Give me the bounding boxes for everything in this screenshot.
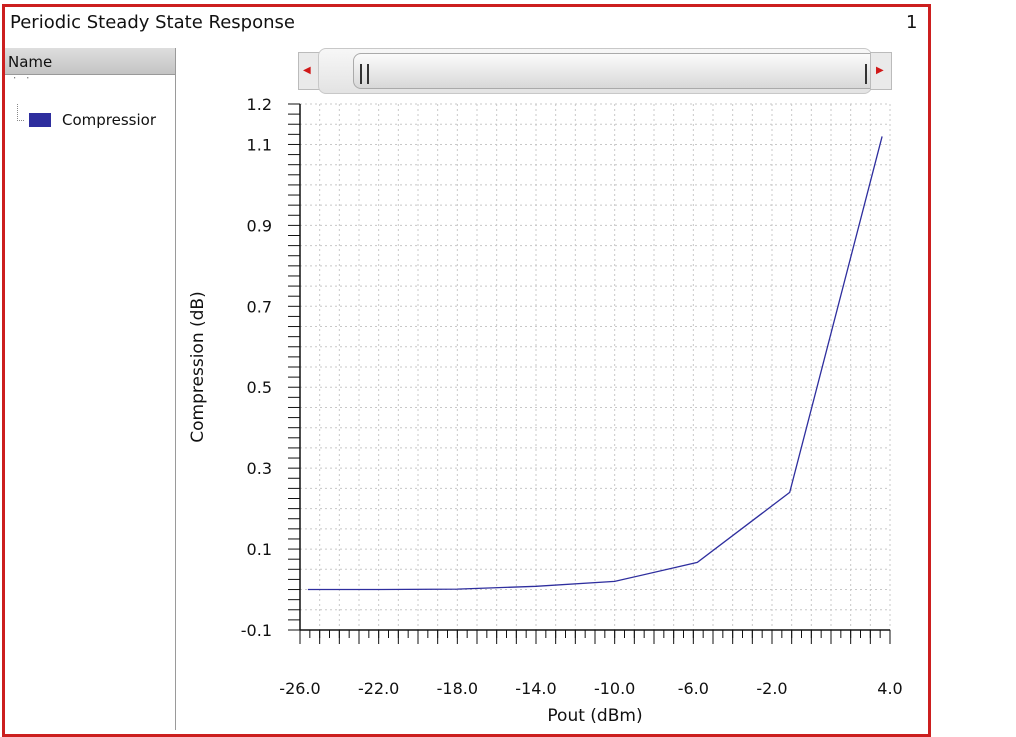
x-tick-label: -10.0: [594, 679, 635, 698]
y-tick-label: 0.7: [247, 297, 272, 316]
scroll-thumb[interactable]: [353, 53, 881, 89]
window-number: 1: [906, 12, 918, 33]
series-line-compression: [307, 136, 883, 591]
y-tick-label: 0.3: [247, 459, 272, 478]
y-tick-label: 0.1: [247, 540, 272, 559]
left-triangle-icon: ◀: [303, 65, 311, 76]
x-tick-label: -6.0: [678, 679, 709, 698]
y-tick-label: 1.1: [247, 135, 272, 154]
legend-swatch: [29, 113, 51, 127]
right-triangle-icon: ▶: [876, 65, 884, 76]
grid: [299, 103, 891, 631]
x-tick-label: -18.0: [437, 679, 478, 698]
minor-ticks: [288, 103, 891, 644]
y-tick-labels: 1.2 1.1 0.9 0.7 0.5 0.3 0.1 -0.1: [241, 95, 272, 640]
legend-header[interactable]: Name: [5, 48, 175, 75]
x-axis-label: Pout (dBm): [547, 706, 642, 726]
tree-connector: [17, 104, 24, 121]
y-axis-label: Compression (dB): [188, 291, 208, 442]
scroll-track[interactable]: [318, 48, 881, 94]
series-group: [307, 136, 883, 591]
y-tick-label: 0.5: [247, 378, 272, 397]
x-tick-labels: -26.0 -22.0 -18.0 -14.0 -10.0 -6.0 -2.0 4.0: [279, 679, 902, 698]
left-grip-icon[interactable]: [360, 64, 369, 84]
y-tick-label: -0.1: [241, 621, 272, 640]
legend-clipped-row: ' ' ' ' ' ' ' ' ' ' ' ' ': [13, 77, 163, 83]
legend-item-label: Compressior: [62, 111, 156, 129]
x-axis-scrollbar[interactable]: ◀ ▶: [298, 48, 892, 94]
x-tick-label: 4.0: [877, 679, 902, 698]
x-tick-label: -26.0: [279, 679, 320, 698]
window-title: Periodic Steady State Response: [10, 12, 295, 33]
legend-item-compression[interactable]: Compressior: [29, 110, 175, 132]
x-tick-label: -2.0: [756, 679, 787, 698]
scroll-right-button[interactable]: ▶: [870, 52, 892, 90]
legend-panel: Name ' ' ' ' ' ' ' ' ' ' ' ' ' Compressi…: [5, 48, 176, 730]
x-tick-label: -14.0: [515, 679, 556, 698]
y-tick-label: 1.2: [247, 95, 272, 114]
y-tick-label: 0.9: [247, 216, 272, 235]
x-tick-label: -22.0: [358, 679, 399, 698]
